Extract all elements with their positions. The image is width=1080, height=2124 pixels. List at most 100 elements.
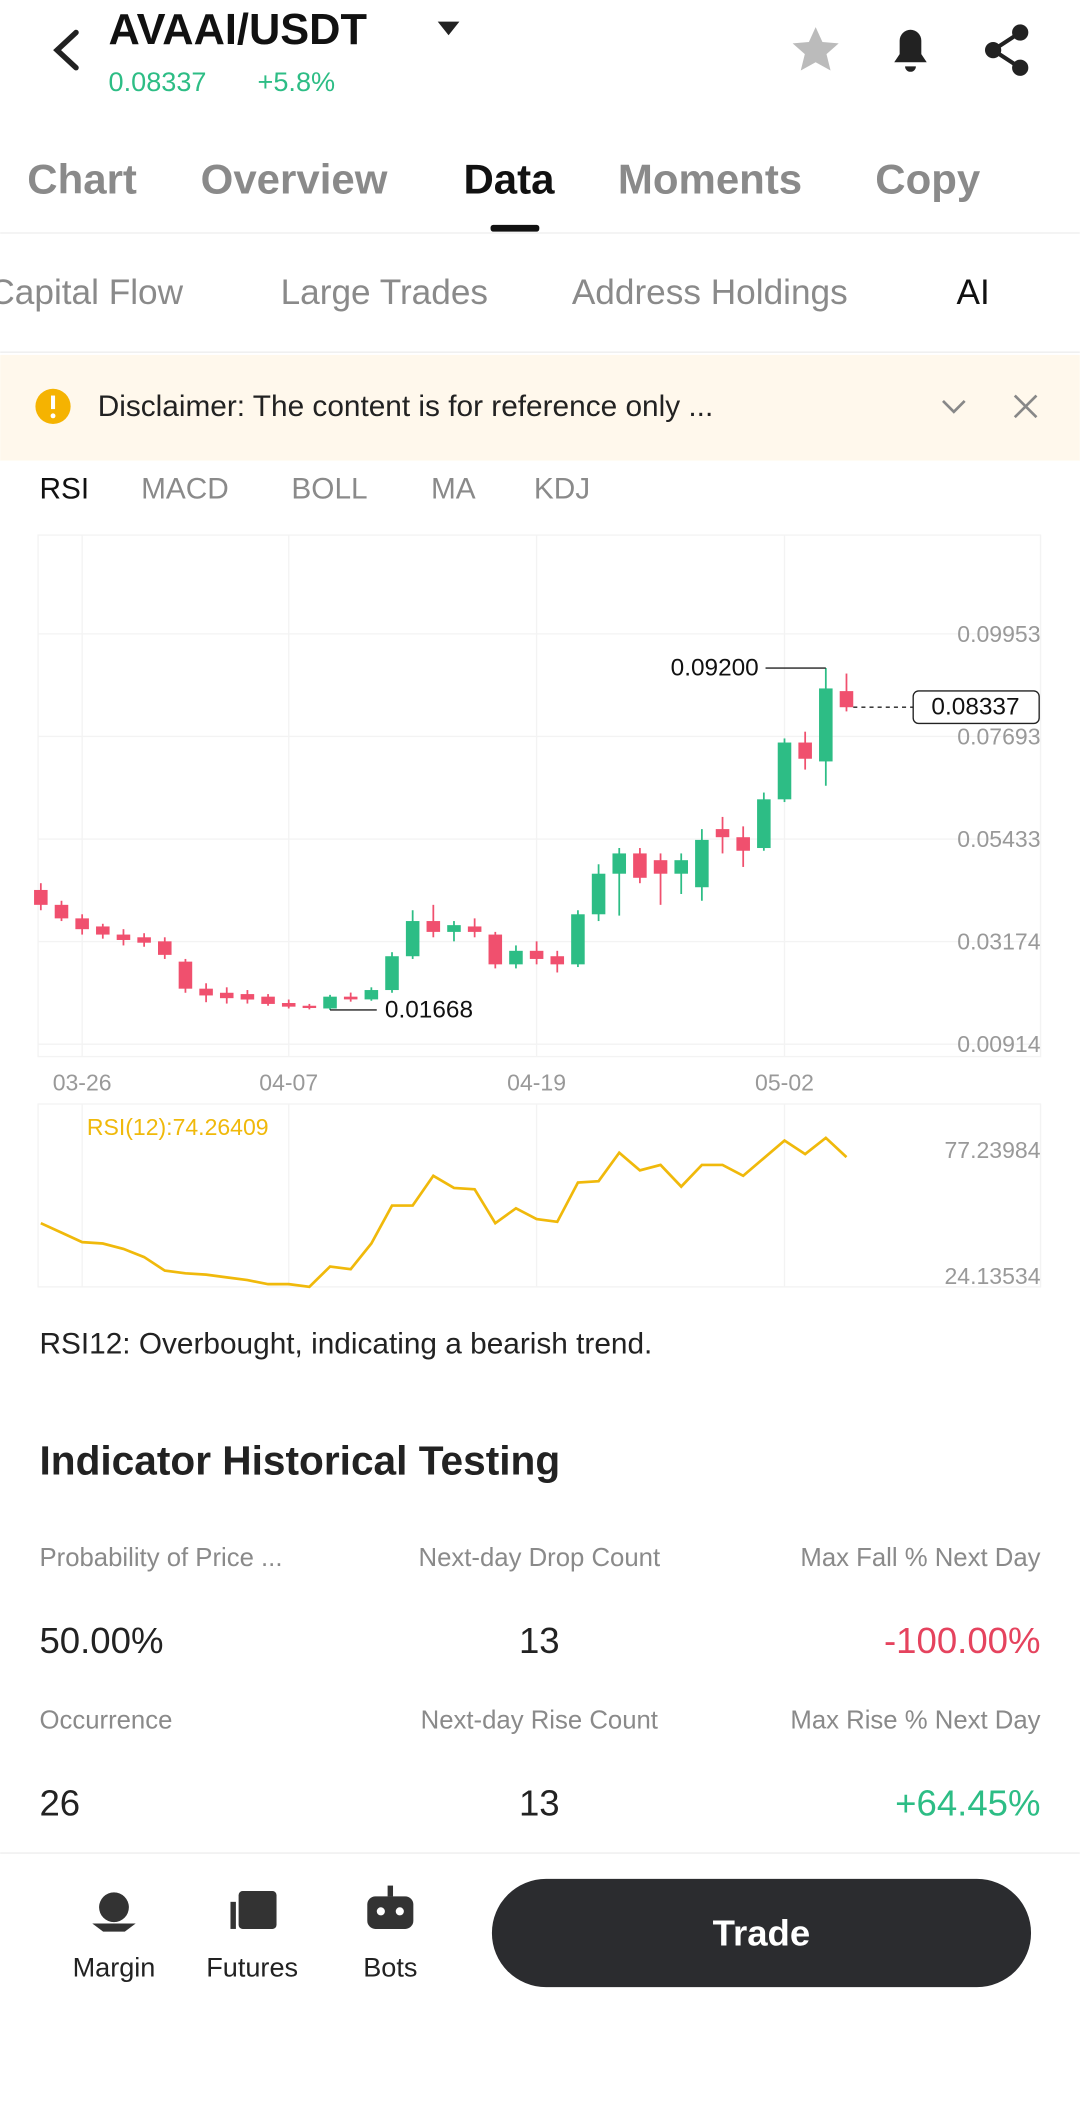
y-tick-label: 0.07693: [957, 723, 1040, 749]
tab[interactable]: Copy: [875, 155, 981, 202]
back-button[interactable]: [53, 29, 79, 71]
candle-body: [261, 996, 275, 1004]
candle-body: [34, 889, 48, 905]
candle-body: [612, 853, 627, 874]
candle-body: [364, 990, 379, 1000]
metric-value: +64.45%: [895, 1782, 1040, 1823]
candle-body: [219, 992, 234, 999]
candle-body: [96, 926, 110, 935]
candle-body: [757, 799, 771, 849]
rsi-line: [40, 1136, 848, 1289]
metric-label: Next-day Rise Count: [421, 1706, 658, 1734]
last-price-label: 0.08337: [931, 694, 1019, 721]
legend-label: RSI(12):74.26409: [87, 1114, 269, 1140]
pair-dropdown[interactable]: [437, 21, 460, 36]
candle-body: [695, 839, 709, 888]
metric-label: Max Fall % Next Day: [800, 1544, 1040, 1572]
candle-body: [736, 837, 750, 851]
candle-body: [715, 829, 730, 838]
candle-body: [447, 925, 461, 932]
high-label: 0.09200: [671, 655, 759, 682]
candle-body: [240, 994, 255, 1000]
rsi-area: [37, 1103, 1042, 1288]
metric-label: Probability of Price ...: [39, 1544, 282, 1572]
expand-icon[interactable]: [942, 400, 966, 414]
tab[interactable]: Data: [463, 155, 555, 202]
nav-label[interactable]: Margin: [73, 1951, 156, 1982]
nav-label[interactable]: Futures: [206, 1951, 298, 1982]
disclaimer-banner: [0, 354, 1080, 461]
candle-body: [571, 914, 585, 965]
candle-body: [343, 996, 358, 1000]
candle-body: [75, 918, 89, 930]
tab-indicator: [490, 224, 540, 232]
candle-body: [323, 996, 337, 1009]
candle-body: [777, 742, 792, 800]
last-price-box: [912, 690, 1040, 725]
y-tick-label: 0.09953: [957, 621, 1040, 647]
candle-body: [653, 860, 668, 874]
low-label: 0.01668: [385, 996, 473, 1023]
x-tick-label: 05-02: [755, 1069, 814, 1095]
sub-tab[interactable]: Address Holdings: [572, 273, 848, 312]
bots-icon[interactable]: [367, 1885, 414, 1929]
indicator-tab[interactable]: RSI: [39, 473, 89, 506]
metric-value: 50.00%: [39, 1620, 163, 1661]
favorite-icon[interactable]: [792, 27, 839, 71]
candle-body: [281, 1003, 296, 1007]
metric-value: -100.00%: [884, 1620, 1041, 1661]
candle-body: [385, 956, 399, 991]
indicator-tab[interactable]: MA: [431, 473, 476, 506]
summary: RSI12: Overbought, indicating a bearish …: [39, 1327, 652, 1360]
metric-label: Next-day Drop Count: [419, 1544, 661, 1572]
share-icon[interactable]: [984, 24, 1029, 76]
metric-label: Occurrence: [39, 1706, 172, 1734]
close-icon[interactable]: [1013, 394, 1038, 419]
trade-button[interactable]: [491, 1878, 1032, 1988]
candle-body: [819, 688, 833, 762]
candle-body: [116, 934, 131, 940]
candle-body: [467, 926, 482, 932]
disclaimer: Disclaimer: The content is for reference…: [98, 390, 714, 423]
candle-body: [591, 873, 606, 915]
pair[interactable]: AVAAI/USDT: [109, 6, 367, 54]
indicator-tab[interactable]: MACD: [141, 473, 229, 506]
candle-body: [178, 961, 193, 989]
margin-icon[interactable]: [92, 1892, 136, 1932]
sub-tab[interactable]: AI: [957, 273, 990, 312]
candle-body: [137, 937, 151, 943]
candle-body: [798, 742, 812, 759]
candle-body: [405, 921, 420, 957]
nav-label[interactable]: Bots: [363, 1951, 417, 1982]
y-tick-label: 77.23984: [945, 1137, 1041, 1163]
indicator-tab[interactable]: BOLL: [291, 473, 367, 506]
metric-value: 13: [519, 1782, 560, 1823]
metric-label: Max Rise % Next Day: [790, 1706, 1040, 1734]
x-tick-label: 03-26: [53, 1069, 112, 1095]
warning-mark: [50, 395, 56, 410]
candle-body: [839, 691, 854, 708]
candle-body: [54, 904, 69, 919]
y-tick-label: 24.13534: [945, 1263, 1041, 1289]
metric-value: 13: [519, 1620, 560, 1661]
tab[interactable]: Overview: [201, 155, 388, 202]
candle-body: [302, 1005, 317, 1009]
change: +5.8%: [258, 66, 336, 97]
candle-body: [529, 950, 544, 959]
sub-tab[interactable]: Large Trades: [281, 273, 488, 312]
y-tick-label: 0.05433: [957, 826, 1040, 852]
sub-tab[interactable]: Capital Flow: [0, 273, 184, 312]
indicator-tab[interactable]: KDJ: [534, 473, 590, 506]
candle-body: [488, 934, 503, 965]
futures-icon[interactable]: [230, 1891, 277, 1929]
tab[interactable]: Moments: [618, 155, 802, 202]
candle-body: [199, 988, 213, 996]
price: 0.08337: [109, 66, 207, 97]
y-tick-label: 0.00914: [957, 1031, 1040, 1057]
trade-label[interactable]: Trade: [713, 1913, 811, 1954]
metric-value: 26: [39, 1782, 80, 1823]
candle-body: [550, 956, 565, 965]
tab[interactable]: Chart: [27, 155, 137, 202]
alert-icon[interactable]: [894, 29, 927, 72]
